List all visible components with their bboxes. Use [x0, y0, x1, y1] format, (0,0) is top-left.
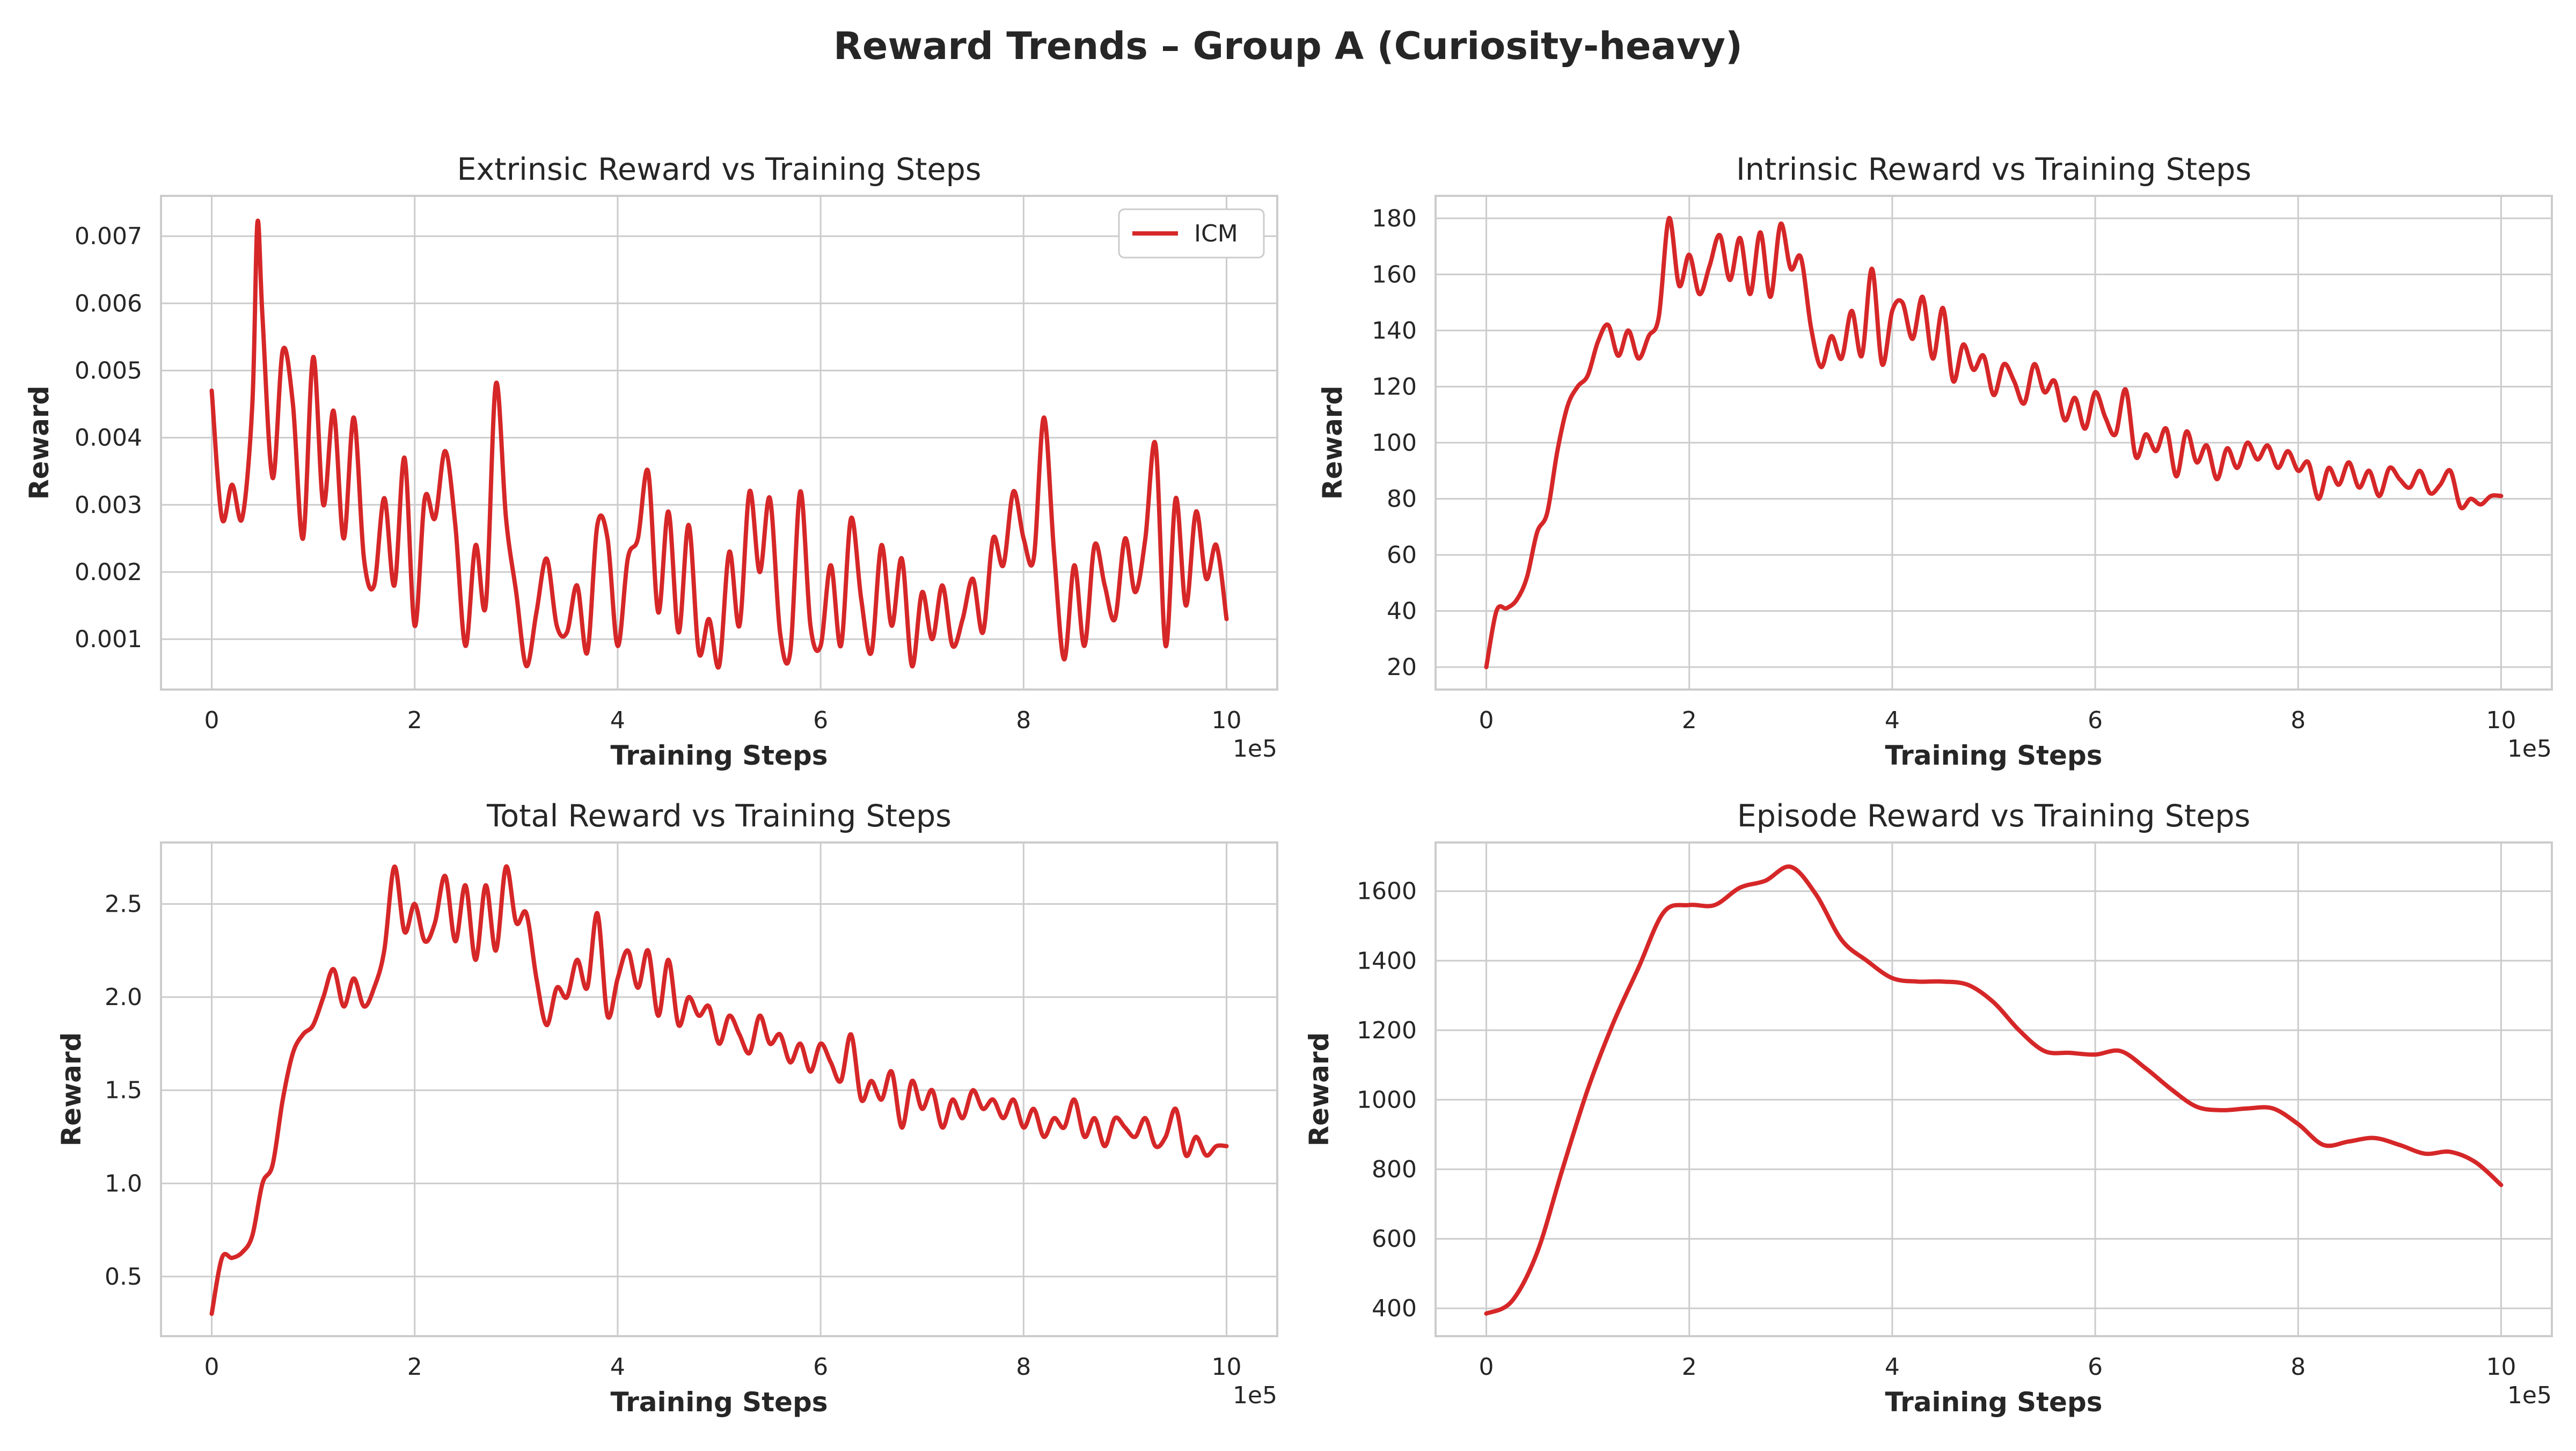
x-tick-label: 4	[1885, 1353, 1900, 1381]
x-tick-label: 0	[204, 1353, 219, 1381]
legend-box	[1118, 208, 1265, 259]
subplot-title: Intrinsic Reward vs Training Steps	[1736, 152, 2251, 187]
figure-title: Reward Trends – Group A (Curiosity-heavy…	[833, 24, 1743, 68]
x-tick-label: 2	[407, 1353, 422, 1381]
x-tick-label: 0	[1479, 1353, 1494, 1381]
subplot-4: 0 2 4 6 8 10 400 600 800 1000 1200 1400 1600 1e5 Episo…	[1304, 798, 2553, 1418]
y-tick-label: 0.004	[75, 424, 142, 452]
plot-frame	[160, 195, 1278, 691]
y-tick-label: 1200	[1357, 1017, 1417, 1044]
x-tick-label: 4	[610, 1353, 625, 1381]
y-tick-label: 800	[1372, 1156, 1417, 1183]
y-tick-label: 1.0	[105, 1170, 142, 1197]
y-tick-label: 0.001	[75, 626, 142, 653]
x-tick-label: 8	[1016, 707, 1031, 734]
y-tick-label: 0.007	[75, 223, 142, 250]
x-tick-label: 6	[813, 1353, 828, 1381]
plot-frame	[160, 841, 1278, 1337]
y-tick-label: 40	[1387, 598, 1417, 625]
y-axis-label: Reward	[56, 1032, 87, 1147]
subplot-1: 0 2 4 6 8 10 0.001 0.002 0.003 0.004 0.005 0.006 0.0…	[24, 152, 1278, 771]
y-tick-label: 120	[1372, 373, 1417, 400]
subplot-title: Episode Reward vs Training Steps	[1737, 798, 2250, 834]
y-tick-label: 80	[1387, 486, 1417, 513]
y-tick-label: 60	[1387, 541, 1417, 569]
y-axis-label: Reward	[1317, 386, 1348, 500]
y-tick-label: 1600	[1357, 878, 1417, 905]
series-line-icm	[1484, 864, 2504, 1316]
x-tick-label: 2	[1682, 707, 1697, 734]
x-tick-label: 0	[204, 707, 219, 734]
x-offset-label: 1e5	[2507, 735, 2552, 763]
x-offset-label: 1e5	[2507, 1382, 2552, 1409]
y-tick-label: 400	[1372, 1295, 1417, 1322]
series-line-icm	[209, 218, 1229, 670]
x-tick-label: 0	[1479, 707, 1494, 734]
x-tick-label: 6	[813, 707, 828, 734]
x-tick-label: 8	[2290, 1353, 2306, 1381]
x-tick-label: 4	[1885, 707, 1900, 734]
y-tick-label: 0.006	[75, 290, 142, 317]
x-axis-label: Training Steps	[610, 1387, 828, 1418]
x-tick-label: 2	[1682, 1353, 1697, 1381]
plot-frame	[1435, 195, 2553, 691]
x-tick-label: 6	[2088, 707, 2103, 734]
x-axis-label: Training Steps	[610, 740, 828, 771]
subplot-3: 0 2 4 6 8 10 0.5 1.0 1.5 2.0 2.5 1e5 Total Reward vs…	[56, 798, 1278, 1418]
x-tick-label: 10	[2486, 707, 2516, 734]
subplot-title: Total Reward vs Training Steps	[486, 798, 952, 834]
y-tick-label: 2.5	[105, 891, 142, 918]
y-tick-label: 100	[1372, 429, 1417, 457]
x-tick-label: 8	[1016, 1353, 1031, 1381]
y-tick-label: 140	[1372, 317, 1417, 345]
y-tick-label: 0.002	[75, 559, 142, 586]
series-line-icm	[209, 864, 1229, 1316]
y-axis-label: Reward	[24, 386, 55, 500]
x-axis-label: Training Steps	[1885, 740, 2102, 771]
x-tick-label: 6	[2088, 1353, 2103, 1381]
y-tick-label: 0.003	[75, 492, 142, 519]
x-tick-label: 4	[610, 707, 625, 734]
y-tick-label: 1000	[1357, 1086, 1417, 1113]
x-offset-label: 1e5	[1233, 1382, 1277, 1409]
y-tick-label: 600	[1372, 1226, 1417, 1253]
x-tick-label: 10	[1211, 707, 1241, 734]
y-tick-label: 160	[1372, 261, 1417, 288]
x-tick-label: 8	[2290, 707, 2306, 734]
x-offset-label: 1e5	[1233, 735, 1277, 763]
x-tick-label: 2	[407, 707, 422, 734]
y-tick-label: 0.005	[75, 357, 142, 384]
legend: ICM	[1118, 208, 1265, 259]
y-tick-label: 1.5	[105, 1077, 142, 1104]
legend-label: ICM	[1194, 220, 1238, 247]
y-tick-label: 0.5	[105, 1263, 142, 1291]
x-axis-label: Training Steps	[1885, 1387, 2102, 1418]
y-tick-label: 1400	[1357, 947, 1417, 974]
plot-frame	[1435, 841, 2553, 1337]
y-tick-label: 2.0	[105, 984, 142, 1011]
y-axis-label: Reward	[1304, 1032, 1335, 1147]
y-tick-label: 180	[1372, 205, 1417, 232]
y-tick-label: 20	[1387, 654, 1417, 681]
series-line-icm	[1484, 216, 2504, 670]
x-tick-label: 10	[2486, 1353, 2516, 1381]
subplot-2: 0 2 4 6 8 10 20 40 60 80 100 120 140 160 180 1e5 Intrins…	[1317, 152, 2553, 771]
x-tick-label: 10	[1211, 1353, 1241, 1381]
subplot-title: Extrinsic Reward vs Training Steps	[457, 152, 982, 187]
